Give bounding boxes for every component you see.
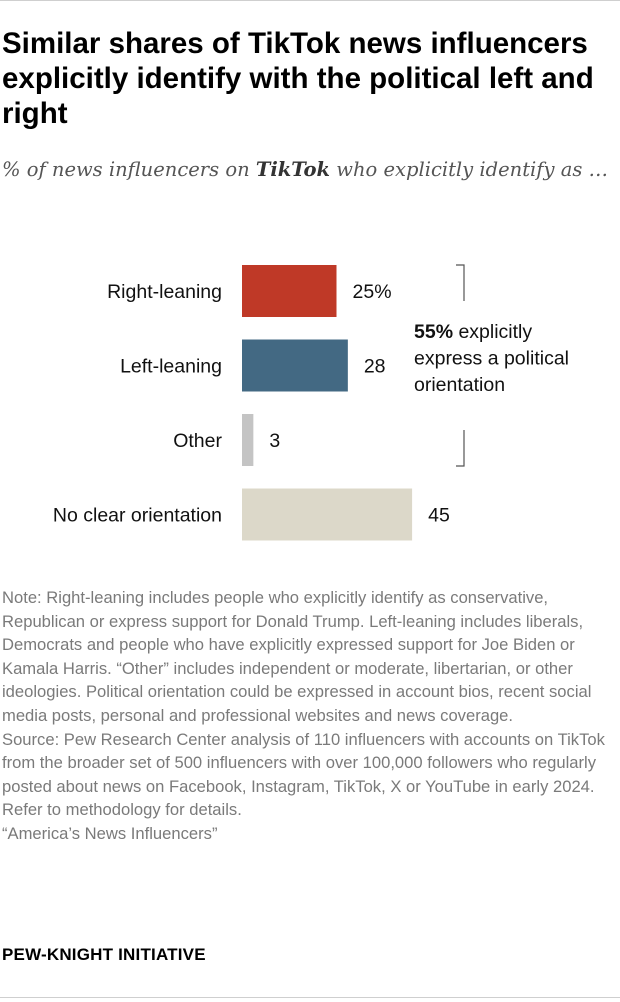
bar-other: [242, 414, 254, 466]
bracket-bottom: [456, 430, 465, 467]
bar-no-clear-orientation: [242, 488, 413, 541]
brand-logo-text: PEW-KNIGHT INITIATIVE: [2, 945, 206, 964]
annotation-text: 55% explicitly express a political orienta…: [414, 321, 569, 396]
bar-left-leaning: [242, 339, 348, 392]
category-label-left-leaning: Left-leaning: [120, 356, 222, 378]
value-label-right-leaning: 25%: [353, 281, 392, 303]
subtitle-lead: % of news influencers on: [2, 158, 256, 181]
note-text: Note: Right-leaning includes people who …: [2, 588, 592, 725]
subtitle-platform: TikTok: [255, 158, 331, 181]
category-label-no-clear-orientation: No clear orientation: [53, 505, 222, 527]
value-label-no-clear-orientation: 45: [428, 505, 450, 527]
notes: Note: Right-leaning includes people who …: [2, 586, 618, 846]
annotation-line: express a political: [414, 348, 569, 370]
value-label-other: 3: [269, 430, 280, 452]
chart-title: Similar shares of TikTok news influencer…: [2, 27, 594, 130]
bottom-rule: [0, 997, 620, 998]
annotation-line: orientation: [414, 374, 505, 396]
source-text: Source: Pew Research Center analysis of …: [2, 729, 605, 820]
annotation-percent: 55%: [414, 321, 453, 343]
report-name: “America’s News Influencers”: [2, 823, 218, 843]
bar-chart: Right-leaning 25% Left-leaning 28 Other 3 No c…: [53, 264, 569, 541]
bracket-top: [456, 264, 465, 301]
category-label-right-leaning: Right-leaning: [107, 281, 222, 303]
top-rule: [0, 0, 620, 1]
chart-subtitle: % of news influencers on TikTok who expl…: [2, 155, 612, 185]
value-label-left-leaning: 28: [364, 356, 386, 378]
subtitle-tail: who explicitly identify as …: [330, 158, 609, 181]
category-label-other: Other: [173, 430, 222, 452]
bar-right-leaning: [242, 265, 337, 317]
annotation-line: explicitly: [453, 321, 532, 343]
